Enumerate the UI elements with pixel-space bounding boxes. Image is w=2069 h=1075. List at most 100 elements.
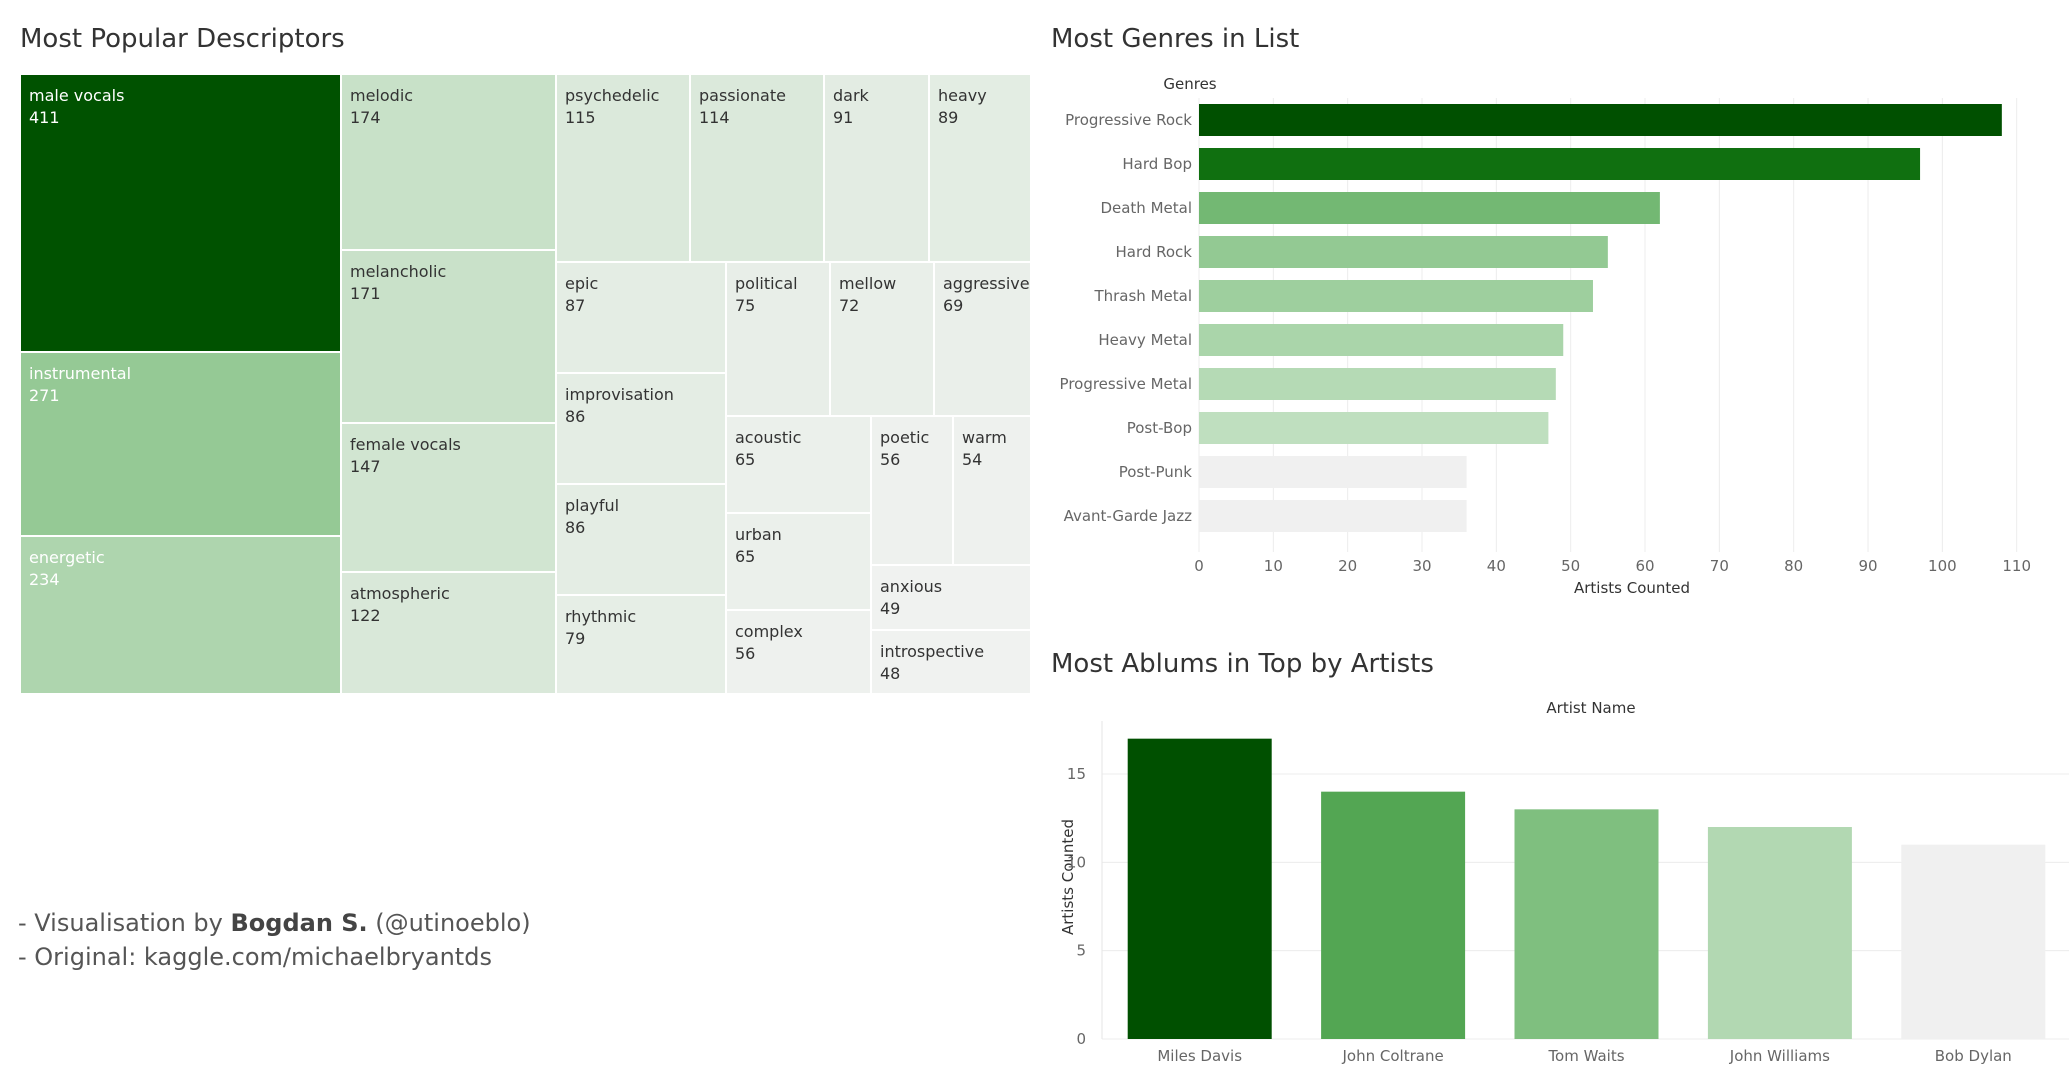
treemap-tile-label: urban: [735, 525, 782, 544]
artists-category-label: Bob Dylan: [1935, 1047, 2012, 1065]
genres-bar-avant-garde-jazz[interactable]: [1199, 500, 1467, 532]
artists-bar-bob-dylan[interactable]: [1901, 844, 2046, 1039]
genres-bar-progressive-metal[interactable]: [1199, 368, 1556, 400]
treemap-tile-passionate[interactable]: passionate 114: [690, 74, 824, 262]
artists-chart-title: Most Ablums in Top by Artists: [1051, 649, 1434, 679]
treemap-tile-atmospheric[interactable]: atmospheric 122: [341, 572, 556, 694]
treemap-tile-value: 86: [565, 407, 586, 426]
treemap-tile-dark[interactable]: dark 91: [824, 74, 929, 262]
genres-bar-hard-rock[interactable]: [1199, 236, 1608, 268]
genres-bar-post-punk[interactable]: [1199, 456, 1467, 488]
treemap-tile-value: 56: [735, 644, 756, 663]
treemap-tile-value: 115: [565, 108, 596, 127]
genres-x-tick-label: 50: [1561, 557, 1580, 575]
treemap-tile-warm[interactable]: warm 54: [953, 416, 1031, 565]
genres-x-tick-label: 10: [1264, 557, 1283, 575]
treemap-tile-label: rhythmic: [565, 607, 637, 626]
treemap-tile-label: complex: [735, 622, 803, 641]
treemap-tile-value: 89: [938, 108, 959, 127]
genres-x-tick-label: 30: [1412, 557, 1431, 575]
artists-category-label: Miles Davis: [1157, 1047, 1242, 1065]
artists-bar-tom-waits[interactable]: [1514, 809, 1659, 1039]
genres-bar-thrash-metal[interactable]: [1199, 280, 1593, 312]
genres-category-label: Progressive Metal: [1060, 375, 1192, 393]
treemap-tile-political[interactable]: political 75: [726, 262, 830, 416]
treemap-tile-urban[interactable]: urban 65: [726, 513, 871, 610]
artists-bar-john-coltrane[interactable]: [1321, 791, 1466, 1039]
treemap-tile-label: male vocals: [29, 86, 125, 105]
artists-bar-chart: Artist Name Artists Counted 0 5 10 15 Miles …: [1059, 699, 2069, 1065]
genres-category-label: Heavy Metal: [1098, 331, 1192, 349]
treemap-tile-complex[interactable]: complex 56: [726, 610, 871, 694]
treemap-tile-label: improvisation: [565, 385, 674, 404]
treemap-tile-melodic[interactable]: melodic 174: [341, 74, 556, 250]
treemap-tile-playful[interactable]: playful 86: [556, 484, 726, 595]
artists-y-tick-label: 5: [1076, 942, 1086, 960]
treemap-tile-label: aggressive: [943, 274, 1030, 293]
genres-bar-death-metal[interactable]: [1199, 192, 1660, 224]
artists-y-tick-label: 0: [1076, 1030, 1086, 1048]
treemap-tile-value: 122: [350, 606, 381, 625]
treemap-tile-label: playful: [565, 496, 620, 515]
genres-bar-chart: Genres Artists Counted 0 10 20 30 40 50 60 70 80…: [1060, 75, 2031, 597]
artists-bar-john-williams[interactable]: [1707, 827, 1852, 1039]
treemap-tile-value: 234: [29, 570, 60, 589]
treemap-tile-value: 87: [565, 296, 586, 315]
genres-category-label: Post-Punk: [1119, 463, 1193, 481]
treemap-tile-melancholic[interactable]: melancholic 171: [341, 250, 556, 423]
genres-chart-title: Most Genres in List: [1051, 24, 1300, 54]
genres-x-tick-label: 80: [1784, 557, 1803, 575]
treemap-tile-value: 147: [350, 457, 381, 476]
treemap-tile-label: melodic: [350, 86, 414, 105]
artists-y-tick-label: 10: [1067, 853, 1086, 871]
artists-bar-miles-davis[interactable]: [1127, 738, 1272, 1039]
attribution-author: Bogdan S.: [230, 909, 368, 937]
treemap-tile-anxious[interactable]: anxious 49: [871, 565, 1031, 630]
treemap-tile-value: 86: [565, 518, 586, 537]
genres-x-axis-label: Artists Counted: [1574, 579, 1690, 597]
treemap-tile-label: epic: [565, 274, 599, 293]
genres-category-label: Death Metal: [1100, 199, 1192, 217]
treemap-tile-mellow[interactable]: mellow 72: [830, 262, 934, 416]
treemap-tile-value: 114: [699, 108, 730, 127]
treemap-tile-label: anxious: [880, 577, 943, 596]
descriptors-treemap: male vocals 411 instrumental 271 energetic 23…: [20, 74, 1031, 694]
genres-bar-progressive-rock[interactable]: [1199, 104, 2002, 136]
treemap-tile-acoustic[interactable]: acoustic 65: [726, 416, 871, 513]
treemap-tile-label: melancholic: [350, 262, 447, 281]
treemap-tile-value: 411: [29, 108, 60, 127]
treemap-tile-label: instrumental: [29, 364, 132, 383]
treemap-tile-improvisation[interactable]: improvisation 86: [556, 373, 726, 484]
treemap-tile-label: introspective: [880, 642, 985, 661]
treemap-tile-epic[interactable]: epic 87: [556, 262, 726, 373]
treemap-tile-value: 72: [839, 296, 860, 315]
treemap-tile-label: atmospheric: [350, 584, 450, 603]
treemap-tile-instrumental[interactable]: instrumental 271: [20, 352, 341, 536]
genres-bar-hard-bop[interactable]: [1199, 148, 1921, 180]
genres-x-tick-label: 100: [1928, 557, 1957, 575]
treemap-tile-heavy[interactable]: heavy 89: [929, 74, 1031, 262]
treemap-tile-value: 56: [880, 450, 901, 469]
artists-y-tick-label: 15: [1067, 765, 1086, 783]
treemap-tile-energetic[interactable]: energetic 234: [20, 536, 341, 694]
genres-axis-title: Genres: [1163, 75, 1216, 93]
treemap-title: Most Popular Descriptors: [20, 24, 345, 54]
treemap-tile-male-vocals[interactable]: male vocals 411: [20, 74, 341, 352]
treemap-tile-label: psychedelic: [565, 86, 660, 105]
treemap-tile-value: 49: [880, 599, 901, 618]
treemap-tile-poetic[interactable]: poetic 56: [871, 416, 953, 565]
genres-x-tick-label: 90: [1858, 557, 1877, 575]
treemap-tile-label: dark: [833, 86, 869, 105]
artists-x-axis-title: Artist Name: [1546, 699, 1635, 717]
genres-bar-heavy-metal[interactable]: [1199, 324, 1564, 356]
treemap-tile-psychedelic[interactable]: psychedelic 115: [556, 74, 690, 262]
treemap-tile-aggressive[interactable]: aggressive 69: [934, 262, 1031, 416]
treemap-tile-introspective[interactable]: introspective 48: [871, 630, 1031, 694]
treemap-tile-rhythmic[interactable]: rhythmic 79: [556, 595, 726, 694]
treemap-tile-female-vocals[interactable]: female vocals 147: [341, 423, 556, 572]
attribution-handle: (@utinoeblo): [367, 909, 531, 937]
treemap-tile-value: 48: [880, 664, 901, 683]
genres-x-tick-label: 20: [1338, 557, 1357, 575]
genres-category-label: Avant-Garde Jazz: [1064, 507, 1193, 525]
genres-bar-post-bop[interactable]: [1199, 412, 1549, 444]
